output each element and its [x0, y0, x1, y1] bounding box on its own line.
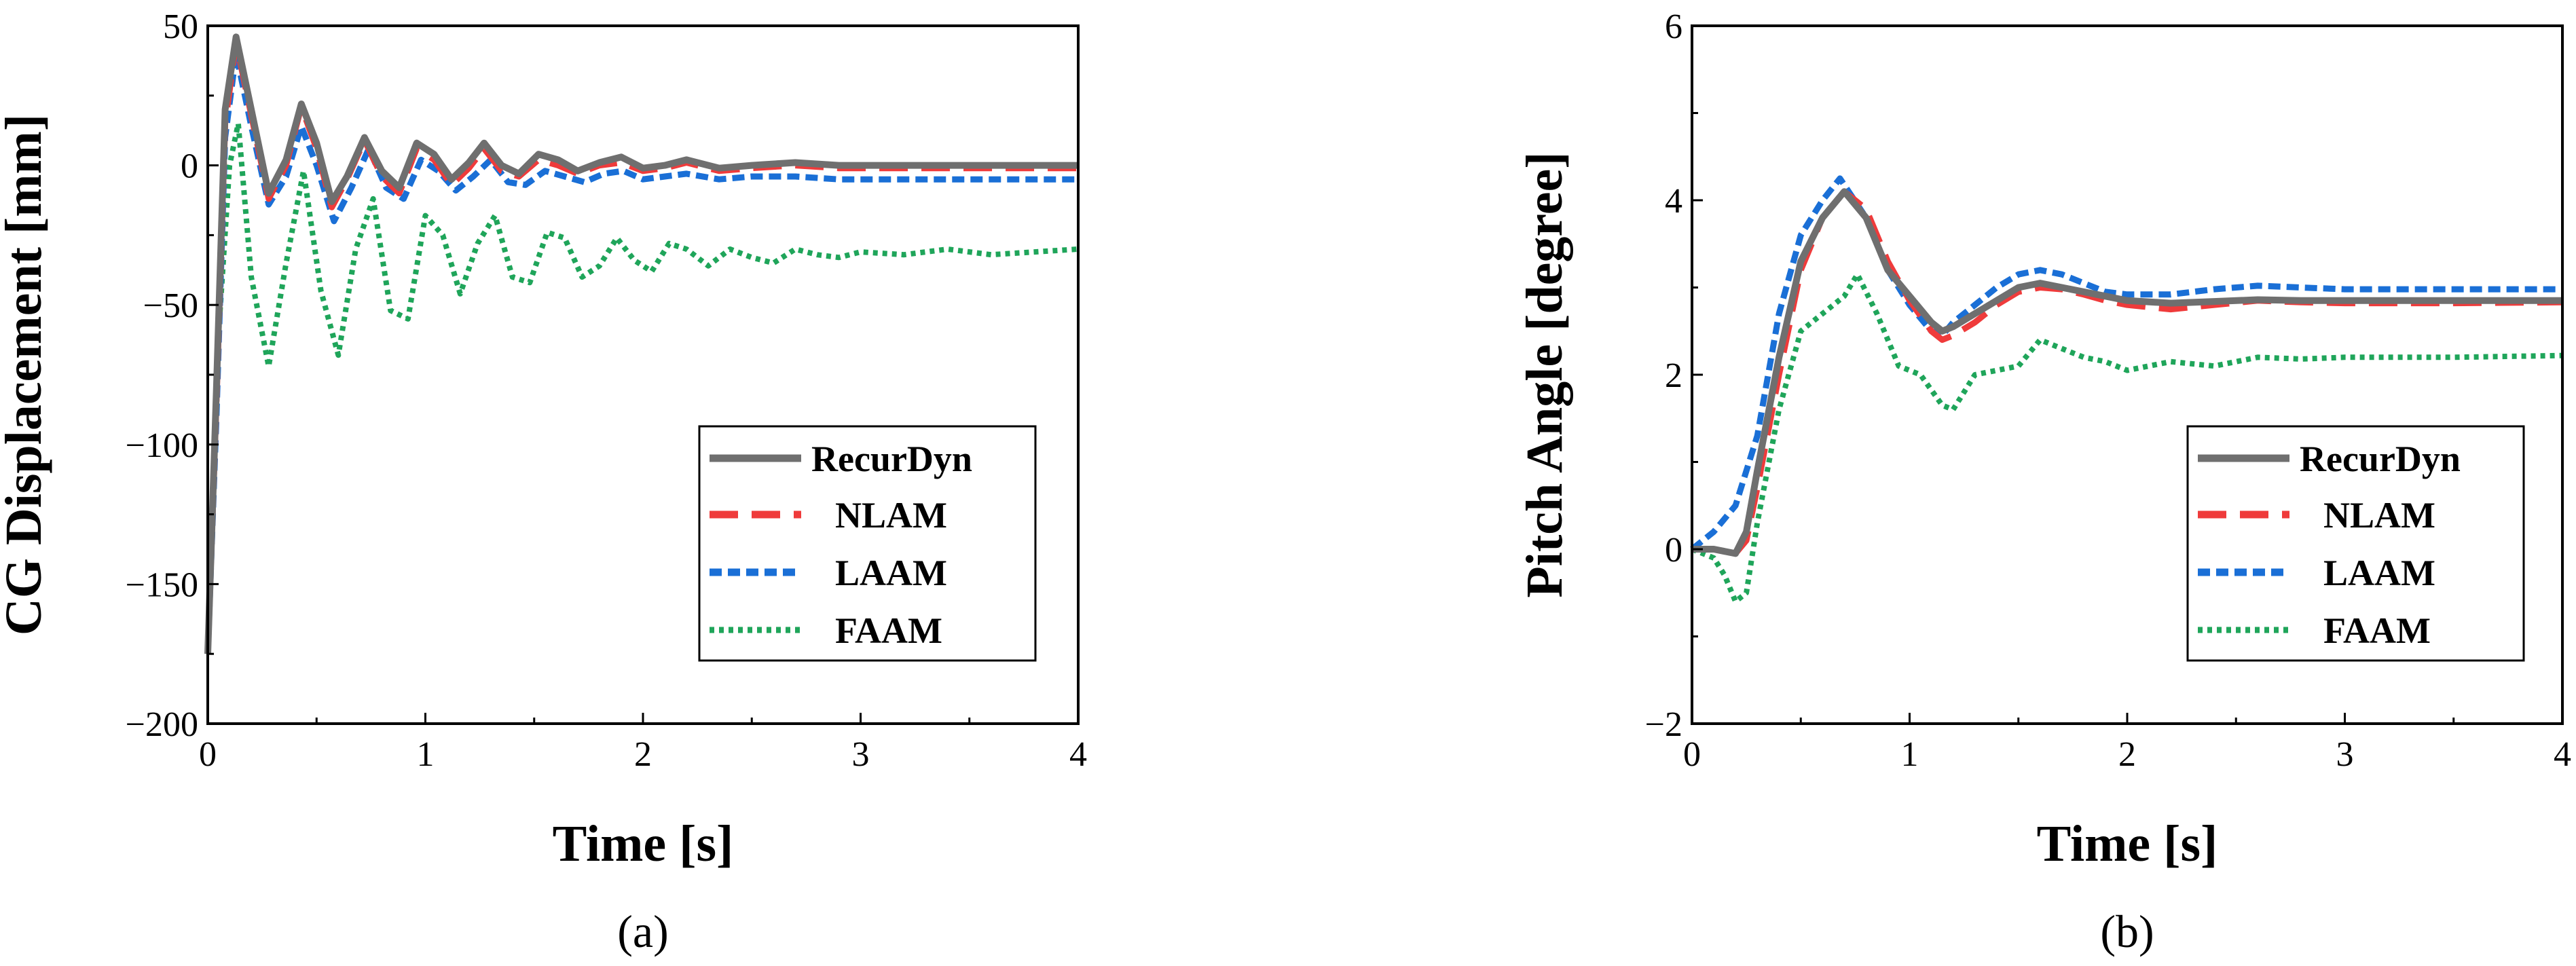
panel-b-y-tick-label: −2 [1645, 705, 1682, 744]
panel-a-series-recurdyn-line [204, 33, 1078, 654]
panel-a-series-faam-line [205, 120, 1079, 654]
panel-b-legend-label-nlam: NLAM [2323, 495, 2435, 536]
panel-b-x-tick-label: 0 [1683, 735, 1701, 774]
panel-b-x-tick-label: 4 [2554, 735, 2571, 774]
panel-a-caption: (a) [617, 906, 668, 957]
panel-a-legend-label-laam: LAAM [835, 553, 947, 593]
panel-a-y-tick-label: −50 [143, 286, 198, 325]
panel-a-y-tick-label: −100 [126, 426, 198, 465]
panel-b-y-axis-label: Pitch Angle [degree] [1516, 151, 1573, 597]
panel-a-x-tick-label: 3 [852, 735, 870, 774]
panel-a-legend-box [698, 425, 1037, 662]
panel-b-series-group [1690, 175, 2563, 605]
panel-a-y-tick-label: 50 [163, 7, 198, 46]
panel-b-x-tick-label: 3 [2336, 735, 2354, 774]
panel-b-x-tick-label: 1 [1901, 735, 1919, 774]
panel-b-caption: (b) [2100, 906, 2154, 957]
panel-b-legend-label-laam: LAAM [2323, 553, 2435, 593]
panel-a-chart: 0 1 2 3 4 −200 −150 −100 −50 0 50 CG Displacement … [0, 7, 1087, 957]
panel-b-legend: RecurDyn NLAM LAAM FAAM [2186, 425, 2525, 662]
panel-b-legend-box [2186, 425, 2525, 662]
panel-b-legend-label-faam: FAAM [2323, 610, 2431, 651]
panel-a-x-tick-label: 4 [1069, 735, 1087, 774]
panel-a-y-tick-label: −200 [126, 705, 198, 744]
panel-a-y-tick-label: 0 [181, 147, 198, 186]
panel-a-y-axis-label: CG Displacement [mm] [0, 114, 52, 635]
panel-a-ticks: 0 1 2 3 4 −200 −150 −100 −50 0 50 [126, 7, 1087, 774]
panel-b-legend-label-recurdyn: RecurDyn [2300, 439, 2461, 479]
panel-a-x-tick-label: 2 [634, 735, 652, 774]
panel-a-series-laam-line [204, 50, 1078, 654]
panel-a-legend: RecurDyn NLAM LAAM FAAM [698, 425, 1037, 662]
panel-a-x-tick-label: 0 [199, 735, 217, 774]
panel-a-x-axis-label: Time [s] [553, 815, 734, 872]
panel-a-x-tick-label: 1 [417, 735, 435, 774]
panel-a-y-tick-label: −150 [126, 565, 198, 604]
panel-b-y-tick-label: 0 [1665, 531, 1682, 570]
panel-b-x-tick-label: 2 [2118, 735, 2136, 774]
panel-b-series-laam-line [1690, 175, 2562, 552]
panel-b-y-tick-label: 4 [1665, 182, 1682, 221]
panel-a-legend-label-nlam: NLAM [835, 495, 947, 536]
panel-b-series-recurdyn-line [1692, 188, 2562, 557]
panel-b-y-tick-label: 6 [1665, 7, 1682, 46]
panel-a-series-group [204, 33, 1079, 654]
panel-a-legend-label-recurdyn: RecurDyn [811, 439, 972, 479]
panel-b-x-axis-label: Time [s] [2037, 815, 2218, 872]
panel-b-y-tick-label: 2 [1665, 356, 1682, 395]
panel-a-legend-label-faam: FAAM [835, 610, 942, 651]
